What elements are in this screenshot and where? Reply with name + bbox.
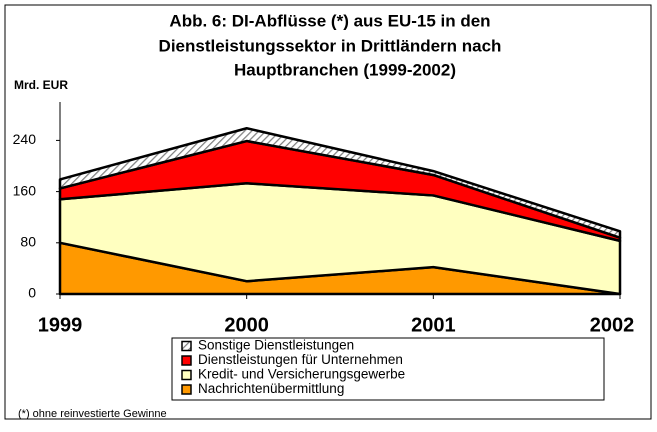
legend	[171, 337, 605, 401]
legend-swatch	[181, 355, 192, 366]
x-tick-label: 1999	[38, 314, 83, 336]
legend-swatch	[181, 384, 192, 395]
y-axis-label: Mrd. EUR	[14, 78, 68, 92]
area	[58, 126, 622, 239]
legend-swatch	[181, 369, 192, 381]
title-line: Hauptbranchen (1999-2002)	[234, 60, 456, 79]
x-tick-label: 2000	[224, 314, 269, 336]
x-tick-label: 2001	[411, 314, 456, 336]
x-tick-label: 2002	[590, 314, 635, 336]
legend-label: Sonstige Dienstleistungen	[198, 338, 354, 353]
title-line: Dienstleistungssektor in Drittländern na…	[159, 36, 502, 55]
legend-label: Dienstleistungen für Unternehmen	[198, 352, 403, 367]
y-tick-label: 80	[20, 234, 36, 250]
legend-label: Nachrichtenübermittlung	[198, 381, 344, 396]
y-tick-label: 240	[13, 131, 37, 147]
y-tick-label: 160	[13, 182, 37, 198]
legend-label: Kredit- und Versicherungsgewerbe	[198, 367, 405, 382]
title-line: Abb. 6: DI-Abflüsse (*) aus EU-15 in den	[169, 11, 490, 30]
legend-swatch	[181, 340, 192, 352]
y-tick-label: 0	[28, 285, 36, 301]
footnote: (*) ohne reinvestierte Gewinne	[18, 408, 167, 420]
